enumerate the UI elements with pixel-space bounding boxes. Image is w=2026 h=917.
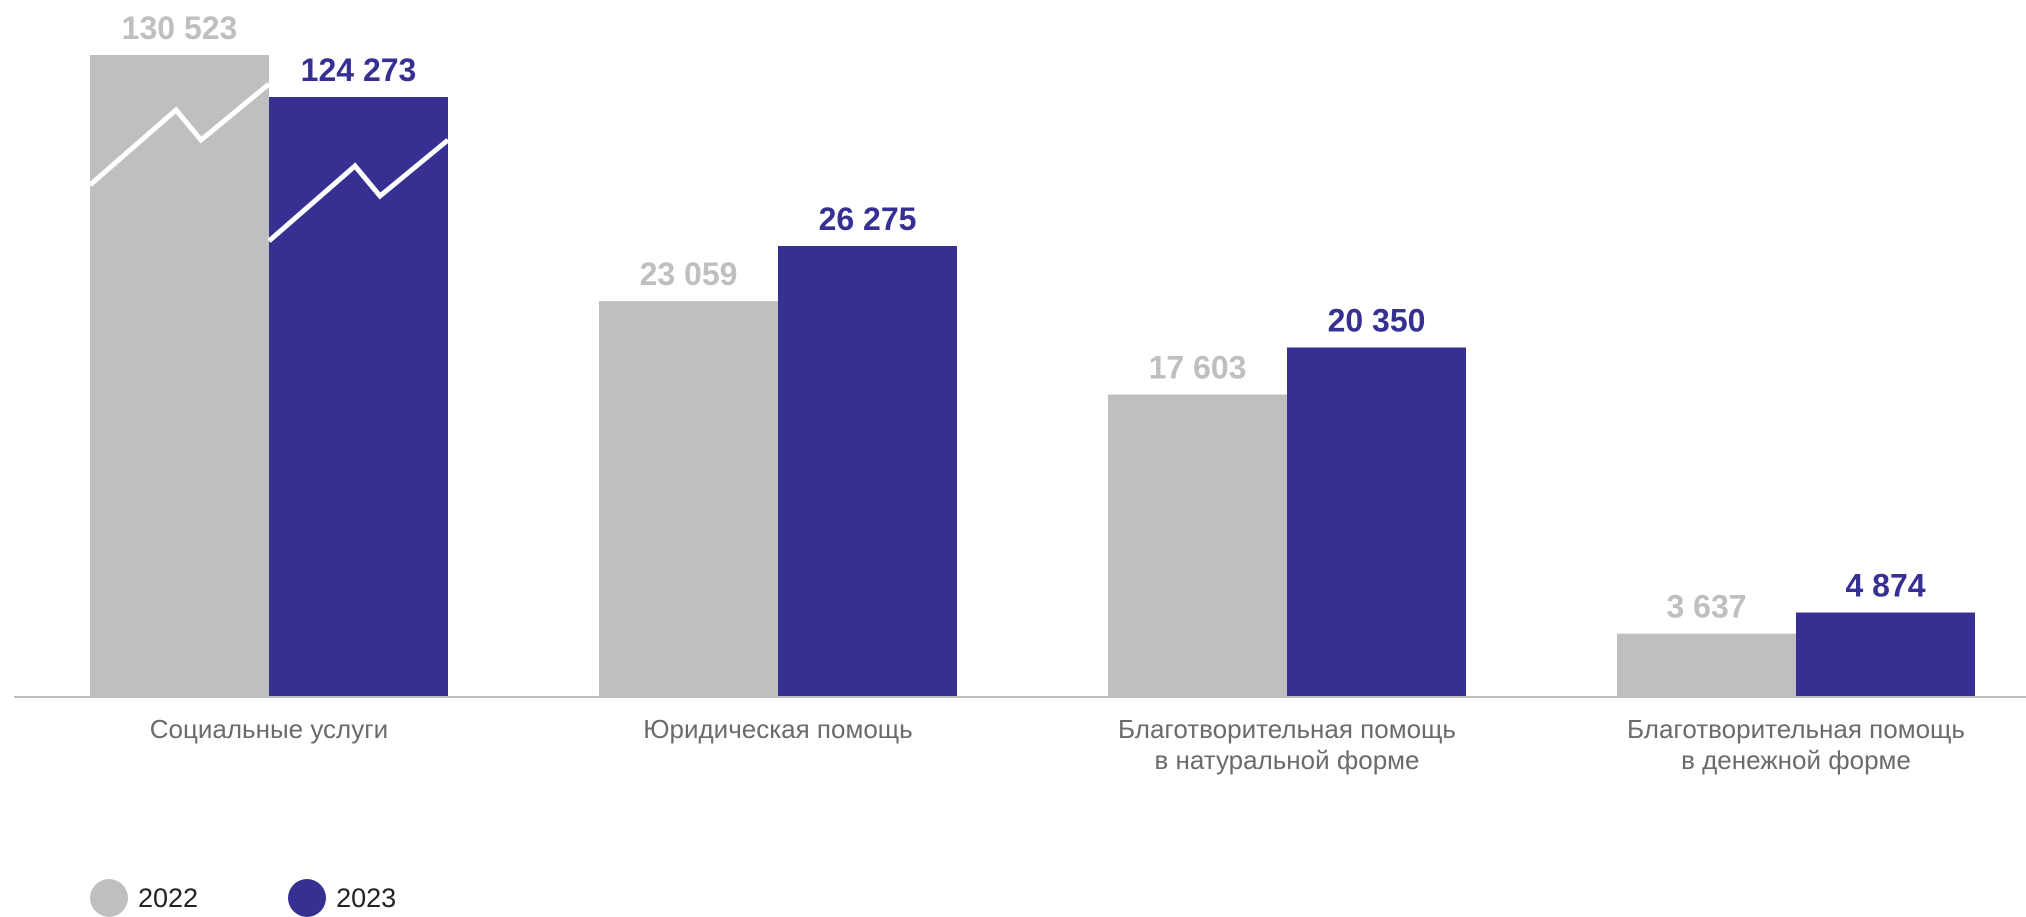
bar-chart: 130 523 23 059 17 603 3 637 124 273 26 275 20 … bbox=[14, 10, 2026, 775]
axis-break-marker-2022 bbox=[88, 82, 271, 187]
category-label-2: Благотворительная помощь в натуральной фо… bbox=[1118, 714, 1456, 775]
value-label-2023-3: 4 874 bbox=[1845, 568, 1925, 604]
category-label-line: в натуральной форме bbox=[1154, 745, 1419, 775]
legend: 2022 2023 bbox=[90, 879, 486, 917]
bar-2023-0 bbox=[269, 97, 448, 696]
bar-2023-1 bbox=[778, 246, 957, 696]
category-label-line: Благотворительная помощь bbox=[1627, 714, 1965, 744]
category-label-3: Благотворительная помощь в денежной форме bbox=[1627, 714, 1965, 775]
bar-2022-1 bbox=[599, 301, 778, 696]
value-label-2023-1: 26 275 bbox=[819, 201, 917, 237]
category-label-line: Социальные услуги bbox=[150, 714, 388, 744]
value-label-2022-2: 17 603 bbox=[1149, 350, 1247, 386]
axis-break-marker-2023 bbox=[267, 138, 450, 243]
legend-swatch-2023 bbox=[288, 879, 327, 917]
legend-swatch-2022 bbox=[90, 879, 128, 917]
legend-item-2023: 2023 bbox=[288, 879, 396, 917]
category-label-line: Благотворительная помощь bbox=[1118, 714, 1456, 744]
legend-label-2022: 2022 bbox=[138, 882, 199, 913]
value-label-2022-3: 3 637 bbox=[1666, 589, 1746, 625]
bar-2022-0 bbox=[90, 55, 269, 696]
bar-2022-3 bbox=[1617, 633, 1796, 696]
category-label-line: Юридическая помощь bbox=[643, 714, 912, 744]
category-label-1: Юридическая помощь bbox=[643, 714, 912, 744]
category-label-0: Социальные услуги bbox=[150, 714, 388, 744]
bar-2023-3 bbox=[1796, 612, 1975, 696]
value-label-2023-2: 20 350 bbox=[1328, 302, 1426, 338]
category-label-line: в денежной форме bbox=[1681, 745, 1911, 775]
legend-label-2023: 2023 bbox=[336, 882, 397, 913]
legend-item-2022: 2022 bbox=[90, 879, 198, 917]
value-label-2022-1: 23 059 bbox=[640, 256, 738, 292]
value-label-2022-0: 130 523 bbox=[122, 10, 238, 46]
value-label-2023-0: 124 273 bbox=[301, 52, 417, 88]
bar-2023-2 bbox=[1287, 347, 1466, 696]
bar-2022-2 bbox=[1108, 394, 1287, 696]
